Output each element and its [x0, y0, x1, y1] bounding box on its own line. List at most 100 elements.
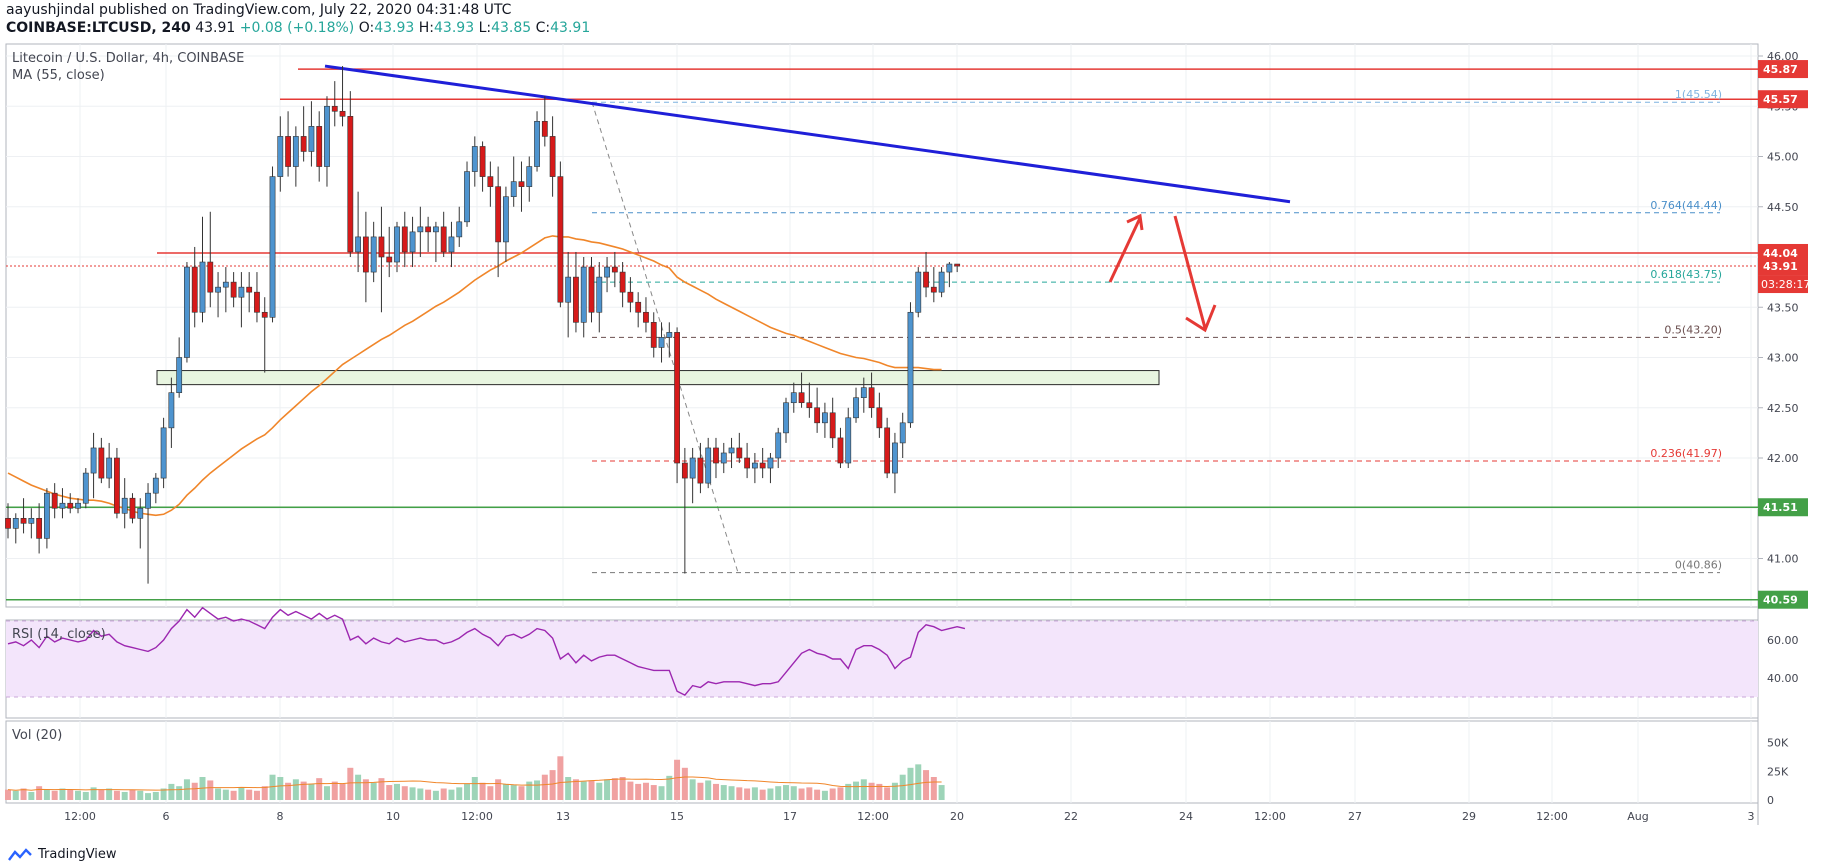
candle: [526, 166, 533, 187]
price-label: 45.57: [1763, 93, 1798, 106]
candle: [59, 502, 66, 509]
volume-bar: [43, 789, 50, 800]
candle: [541, 121, 548, 137]
volume-bar: [59, 788, 66, 800]
price-tick: 44.50: [1767, 201, 1799, 214]
volume-bar: [261, 786, 268, 800]
tradingview-logo-icon: [8, 847, 32, 861]
candle: [339, 110, 346, 117]
volume-bar: [308, 783, 315, 800]
candle: [51, 492, 58, 509]
time-tick: 12:00: [857, 810, 889, 823]
volume-bar: [627, 781, 634, 800]
volume-bar: [518, 786, 525, 800]
candle: [837, 437, 844, 464]
volume-bar: [285, 782, 292, 800]
time-tick: 8: [277, 810, 284, 823]
candle: [90, 447, 97, 474]
volume-bar: [378, 778, 385, 800]
candle: [82, 472, 89, 504]
price-label: 43.91: [1763, 260, 1798, 273]
candle: [12, 517, 19, 529]
volume-bar: [814, 789, 821, 800]
candle: [191, 266, 198, 313]
price-label: 44.04: [1763, 247, 1798, 260]
candle: [534, 121, 540, 167]
volume-bar: [899, 774, 906, 800]
volume-bar: [183, 779, 190, 800]
candle: [114, 457, 120, 514]
candle: [176, 357, 183, 393]
candle: [246, 286, 253, 293]
volume-bar: [588, 780, 595, 800]
time-tick: 12:00: [461, 810, 493, 823]
volume-tick: 0: [1767, 794, 1774, 807]
arrow-up-head: [1126, 213, 1144, 231]
price-tick: 42.00: [1767, 452, 1799, 465]
candle: [923, 271, 929, 288]
candle: [238, 286, 245, 298]
candle: [471, 146, 478, 172]
candle: [821, 412, 828, 424]
volume-bar: [323, 786, 330, 800]
candle: [448, 236, 455, 253]
tradingview-logo[interactable]: TradingView: [8, 847, 117, 862]
volume-bar: [331, 781, 338, 800]
volume-bar: [394, 783, 400, 800]
open-label: O:: [358, 20, 375, 36]
volume-bar: [736, 787, 743, 800]
volume-bar: [160, 788, 167, 800]
tradingview-brand: TradingView: [38, 847, 117, 862]
main-pane[interactable]: [5, 43, 1759, 608]
volume-bar: [269, 774, 276, 800]
volume-bar: [12, 790, 19, 800]
candle: [479, 146, 486, 177]
volume-bar: [751, 787, 758, 800]
volume-bar: [67, 789, 74, 800]
volume-bar: [106, 788, 113, 800]
volume-bar: [36, 786, 43, 800]
candle: [876, 407, 883, 429]
volume-bar: [456, 787, 463, 800]
rsi-label: RSI (14, close): [12, 627, 106, 642]
candle: [635, 301, 642, 313]
volume-bar: [549, 770, 556, 800]
candle: [98, 447, 105, 479]
volume-bar: [845, 783, 852, 800]
volume-bar: [425, 789, 432, 800]
candle: [495, 186, 502, 243]
price-label-box: [1758, 498, 1808, 517]
candle: [215, 286, 221, 293]
volume-bar: [534, 780, 541, 800]
volume-bar: [611, 778, 618, 800]
volume-tick: 25K: [1767, 765, 1789, 778]
volume-bar: [417, 788, 424, 800]
candle: [160, 427, 167, 479]
candle: [596, 276, 603, 313]
candle: [658, 337, 665, 348]
candle: [137, 507, 144, 519]
volume-bar: [347, 767, 354, 800]
high-label: H:: [418, 20, 435, 36]
volume-bar: [930, 777, 937, 800]
volume-bar: [495, 779, 502, 800]
arrow-up: [1108, 217, 1142, 283]
volume-bar: [487, 786, 494, 800]
candle: [503, 196, 509, 243]
high-value: 43.93: [434, 20, 475, 36]
candle: [106, 457, 113, 479]
candle: [394, 226, 400, 263]
candle: [573, 276, 579, 323]
candle: [425, 226, 432, 233]
volume-bar: [152, 791, 159, 800]
time-tick: 27: [1348, 810, 1362, 823]
volume-bar: [884, 787, 891, 800]
pane-title: Litecoin / U.S. Dollar, 4h, COINBASE: [12, 51, 244, 66]
candle: [510, 181, 517, 197]
time-tick: 6: [163, 810, 170, 823]
volume-bar: [666, 775, 673, 800]
candle: [36, 517, 43, 539]
volume-bar: [51, 790, 58, 800]
time-tick: 22: [1064, 810, 1078, 823]
